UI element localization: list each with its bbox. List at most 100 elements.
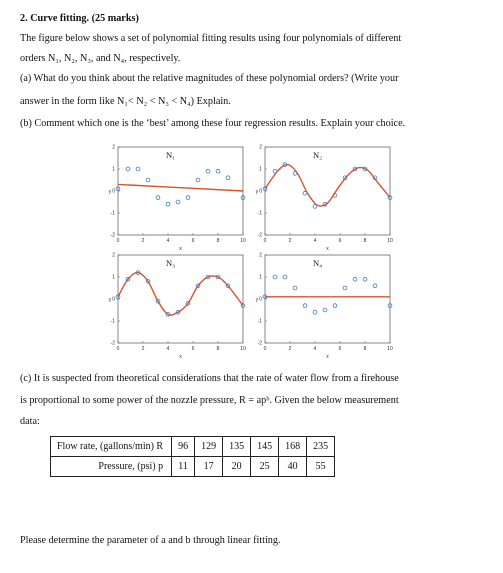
part-b-line: (b) Comment which one is the ‘best’ amon… bbox=[20, 118, 406, 129]
x-tick-label: 0 bbox=[117, 238, 120, 244]
data-point bbox=[272, 168, 278, 174]
fit-curve bbox=[264, 163, 391, 207]
data-point bbox=[332, 303, 338, 308]
x-tick-label: 0 bbox=[264, 238, 267, 244]
table-cell: 129 bbox=[194, 436, 224, 457]
subplot-title: N₂ bbox=[313, 150, 322, 160]
x-tick-label: 8 bbox=[217, 238, 220, 244]
data-point bbox=[185, 301, 191, 306]
table-cell: 11 bbox=[171, 456, 196, 477]
x-tick-label: 10 bbox=[240, 346, 246, 352]
data-point bbox=[262, 294, 268, 300]
x-axis-label: x bbox=[179, 354, 182, 360]
question-heading: 2. Curve fitting. (25 marks) bbox=[20, 13, 139, 24]
table-cell: 145 bbox=[250, 436, 280, 457]
data-point bbox=[352, 166, 358, 172]
subplot-title: N₁ bbox=[166, 150, 175, 160]
data-point bbox=[225, 175, 231, 181]
part-c-line-3: data: bbox=[20, 416, 40, 427]
fit-curve bbox=[117, 183, 244, 192]
data-point bbox=[215, 274, 221, 280]
data-point bbox=[312, 204, 318, 209]
data-point bbox=[362, 166, 368, 172]
data-point bbox=[292, 285, 298, 291]
x-tick-label: 0 bbox=[264, 346, 267, 352]
x-tick-label: 2 bbox=[289, 238, 292, 244]
data-point bbox=[387, 303, 393, 308]
y-axis-label: y bbox=[109, 189, 112, 195]
y-tick-label: -1 bbox=[258, 211, 263, 217]
y-axis-label: y bbox=[256, 189, 259, 195]
x-tick-label: 8 bbox=[364, 346, 367, 352]
y-tick-label: 0 bbox=[112, 189, 115, 195]
y-tick-label: 2 bbox=[259, 145, 262, 151]
data-point bbox=[240, 195, 246, 200]
plot-frame bbox=[117, 254, 244, 344]
y-tick-label: -2 bbox=[111, 233, 116, 239]
plot-frame bbox=[117, 146, 244, 236]
fit-curve bbox=[117, 271, 244, 316]
data-point bbox=[195, 177, 201, 183]
data-point bbox=[322, 307, 328, 313]
measurement-table: Flow rate, (gallons/min) R 96 129 135 14… bbox=[49, 436, 336, 477]
data-point bbox=[125, 276, 131, 282]
x-tick-label: 4 bbox=[167, 238, 170, 244]
x-tick-label: 10 bbox=[240, 238, 246, 244]
data-point bbox=[115, 294, 121, 300]
x-tick-label: 6 bbox=[339, 346, 342, 352]
intro-line-2: orders N₁, N₂, N₃, and N₄, respectively. bbox=[20, 53, 181, 64]
part-a-line-2: answer in the form like N₁< N₂ < N₃ < N₄… bbox=[20, 96, 231, 107]
y-tick-label: 0 bbox=[259, 297, 262, 303]
x-tick-label: 2 bbox=[289, 346, 292, 352]
x-tick-label: 4 bbox=[314, 238, 317, 244]
data-point bbox=[165, 201, 171, 207]
y-tick-label: -2 bbox=[258, 341, 263, 347]
y-tick-label: 2 bbox=[112, 145, 115, 151]
x-axis-label: x bbox=[326, 246, 329, 252]
x-tick-label: 8 bbox=[364, 238, 367, 244]
data-point bbox=[125, 166, 131, 172]
plot-frame bbox=[264, 254, 391, 344]
y-tick-label: -1 bbox=[258, 319, 263, 325]
subplot-title: N₃ bbox=[166, 258, 175, 268]
table-cell: 235 bbox=[306, 436, 336, 457]
y-tick-label: -2 bbox=[258, 233, 263, 239]
data-point bbox=[302, 190, 308, 196]
data-point bbox=[342, 175, 348, 181]
x-tick-label: 8 bbox=[217, 346, 220, 352]
subplot-title: N₄ bbox=[313, 258, 322, 268]
y-tick-label: -2 bbox=[111, 341, 116, 347]
data-point bbox=[135, 166, 141, 172]
table-cell: 25 bbox=[250, 456, 280, 477]
data-point bbox=[175, 309, 181, 315]
data-point bbox=[362, 276, 368, 282]
y-axis-label: y bbox=[109, 297, 112, 303]
data-point bbox=[272, 274, 278, 280]
y-tick-label: 1 bbox=[259, 167, 262, 173]
y-tick-label: -1 bbox=[111, 319, 116, 325]
data-point bbox=[342, 285, 348, 291]
data-point bbox=[165, 312, 171, 317]
table-cell: 168 bbox=[278, 436, 308, 457]
data-point bbox=[155, 195, 161, 200]
data-point bbox=[302, 303, 308, 308]
x-axis-label: x bbox=[326, 354, 329, 360]
data-point bbox=[282, 162, 288, 167]
y-tick-label: 1 bbox=[259, 275, 262, 281]
y-tick-label: 2 bbox=[259, 253, 262, 259]
data-point bbox=[225, 283, 231, 289]
data-point bbox=[322, 201, 328, 207]
table-cell: 20 bbox=[222, 456, 252, 477]
data-point bbox=[332, 193, 338, 198]
data-point bbox=[282, 274, 288, 280]
table-cell: 40 bbox=[278, 456, 308, 477]
intro-line-1: The figure below shows a set of polynomi… bbox=[20, 33, 402, 44]
data-point bbox=[205, 168, 211, 174]
table-row: Flow rate, (gallons/min) R 96 129 135 14… bbox=[49, 436, 336, 457]
x-tick-label: 6 bbox=[192, 238, 195, 244]
table-cell: 96 bbox=[171, 436, 196, 457]
y-tick-label: 1 bbox=[112, 167, 115, 173]
data-point bbox=[312, 309, 318, 315]
